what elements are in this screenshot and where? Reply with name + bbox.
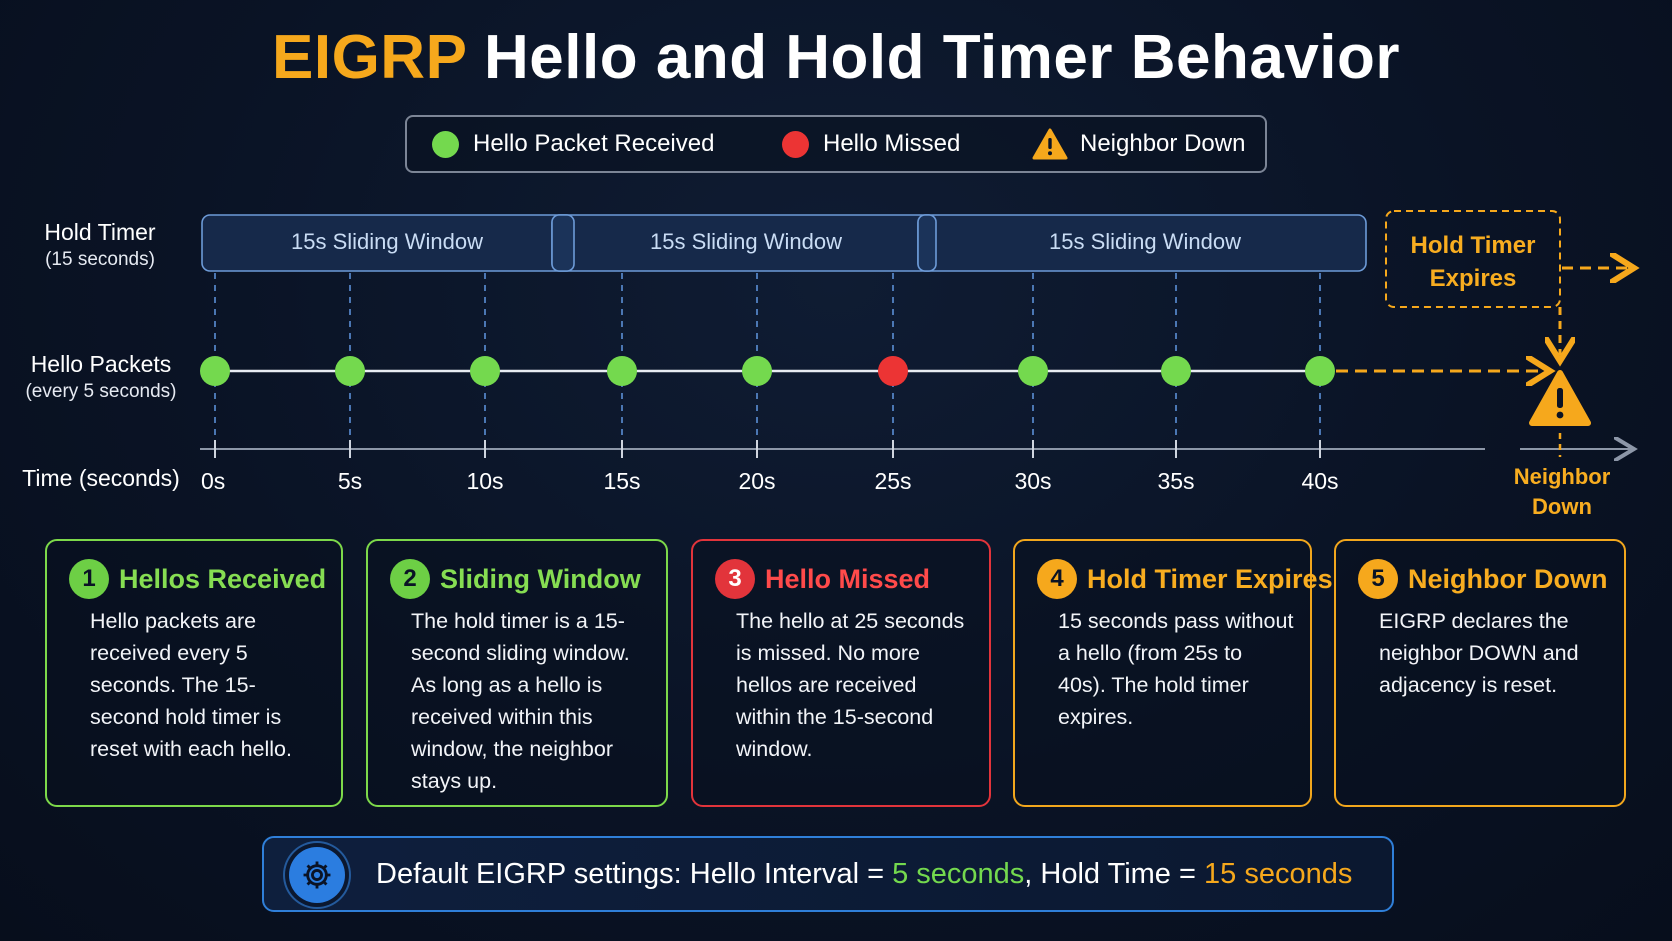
hello-packets-sublabel: (every 5 seconds) (25, 380, 177, 402)
time-axis-label: Time (seconds) (22, 465, 180, 491)
step-body-5: EIGRP declares the neighbor DOWN and adj… (1379, 609, 1579, 697)
step-card-5: 5 Neighbor Down EIGRP declares the neighb… (1334, 539, 1626, 807)
time-tick-label: 25s (874, 468, 911, 494)
step-number-5: 5 (1358, 559, 1398, 599)
hello-received-dot (1305, 356, 1335, 386)
time-tick-labels: 0s 5s 10s 15s 20s 25s 30s 35s 40s (201, 468, 1339, 494)
legend-item-down: Neighbor Down (1032, 117, 1245, 171)
hello-received-dot (607, 356, 637, 386)
timeline-diagram: 15s Sliding Window 15s Sliding Window 15… (200, 210, 1672, 519)
time-tick-label: 30s (1014, 468, 1051, 494)
window-label-2: 15s Sliding Window (650, 229, 842, 254)
step-body-3: The hello at 25 seconds is missed. No mo… (736, 609, 965, 761)
expires-line-2: Expires (1430, 265, 1517, 292)
legend-label-missed: Hello Missed (823, 130, 961, 157)
time-tick-label: 5s (338, 468, 362, 494)
step-title-2: Sliding Window (440, 563, 641, 594)
footer-middle: , Hold Time = (1024, 857, 1204, 890)
window-overlap-1 (551, 214, 575, 272)
hello-received-dot (742, 356, 772, 386)
expires-line-1: Hold Timer (1411, 232, 1536, 259)
legend: Hello Packet Received Hello Missed Neigh… (405, 115, 1267, 173)
step-title-4: Hold Timer Expires (1087, 563, 1333, 594)
warning-icon (1032, 128, 1068, 160)
hello-packets-label: Hello Packets (30, 351, 172, 377)
hello-received-dot (470, 356, 500, 386)
step-number-1: 1 (69, 559, 109, 599)
hold-timer-expires-box: Hold Timer Expires (1385, 210, 1628, 355)
hello-received-dot (335, 356, 365, 386)
step-number-2: 2 (390, 559, 430, 599)
page-title: EIGRP Hello and Hold Timer Behavior (0, 22, 1672, 93)
legend-label-down: Neighbor Down (1080, 130, 1246, 157)
time-tick-label: 20s (738, 468, 775, 494)
hello-received-dot (1161, 356, 1191, 386)
footer-prefix: Default EIGRP settings: Hello Interval = (376, 857, 893, 890)
step-card-1: 1 Hellos Received Hello packets are recei… (45, 539, 343, 807)
gear-icon (289, 847, 345, 903)
time-tick-label: 15s (603, 468, 640, 494)
step-body-1: Hello packets are received every 5 secon… (90, 609, 292, 761)
title-accent: EIGRP (271, 23, 467, 92)
default-settings-text: Default EIGRP settings: Hello Interval =… (376, 838, 1352, 910)
red-dot-icon (782, 130, 809, 158)
hello-packets-row-label: Hello Packets (every 5 seconds) (10, 350, 192, 405)
neighbor-down-line-1: Neighbor (1514, 464, 1611, 489)
hello-received-dot (200, 356, 230, 386)
step-number-3: 3 (715, 559, 755, 599)
legend-item-received: Hello Packet Received (432, 117, 714, 171)
step-title-3: Hello Missed (765, 563, 931, 594)
title-rest: Hello and Hold Timer Behavior (484, 23, 1401, 92)
hello-received-dot (1018, 356, 1048, 386)
step-number-4: 4 (1037, 559, 1077, 599)
time-tick-label: 10s (466, 468, 503, 494)
step-card-2: 2 Sliding Window The hold timer is a 15-s… (366, 539, 668, 807)
time-ticks (214, 440, 1321, 458)
step-body-4: 15 seconds pass without a hello (from 25… (1058, 609, 1294, 729)
window-overlap-2 (917, 214, 937, 272)
hello-dots (200, 356, 1335, 386)
step-title-1: Hellos Received (119, 563, 327, 594)
neighbor-down-marker: Neighbor Down (1514, 370, 1611, 519)
legend-label-received: Hello Packet Received (473, 130, 715, 157)
green-dot-icon (432, 130, 459, 158)
legend-item-missed: Hello Missed (782, 117, 960, 171)
sliding-windows: 15s Sliding Window 15s Sliding Window 15… (201, 214, 1367, 272)
default-settings-banner: Default EIGRP settings: Hello Interval =… (262, 836, 1394, 912)
time-tick-label: 35s (1157, 468, 1194, 494)
hello-interval-value: 5 seconds (892, 857, 1025, 890)
hold-timer-label: Hold Timer (44, 219, 156, 245)
window-label-1: 15s Sliding Window (291, 229, 483, 254)
window-label-3: 15s Sliding Window (1049, 229, 1241, 254)
step-body-2: The hold timer is a 15-second sliding wi… (411, 609, 630, 793)
time-tick-label: 40s (1301, 468, 1338, 494)
time-tick-label: 0s (201, 468, 225, 494)
step-card-3: 3 Hello Missed The hello at 25 seconds is… (691, 539, 991, 807)
hello-missed-dot (878, 356, 908, 386)
neighbor-down-line-2: Down (1532, 494, 1592, 519)
hold-timer-row-label: Hold Timer (15 seconds) (10, 218, 190, 273)
hold-time-value: 15 seconds (1204, 857, 1353, 890)
step-title-5: Neighbor Down (1408, 563, 1608, 594)
step-card-4: 4 Hold Timer Expires 15 seconds pass with… (1013, 539, 1333, 807)
time-row-label: Time (seconds) (10, 464, 192, 494)
hold-timer-sublabel: (15 seconds) (45, 248, 155, 270)
